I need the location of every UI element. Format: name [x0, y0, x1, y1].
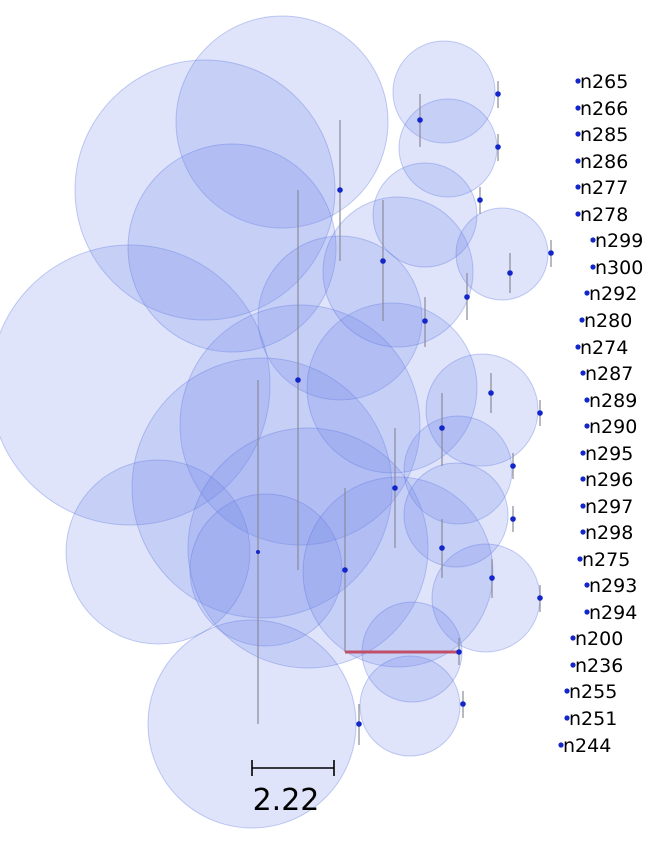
leaf-label-n274: n274 [580, 337, 628, 359]
leaf-label-n290: n290 [589, 416, 637, 438]
leaf-label-n266: n266 [580, 98, 628, 120]
leaf-label-n286: n286 [580, 151, 628, 173]
bubble [179, 304, 421, 546]
internal-node [495, 91, 501, 97]
bubble [65, 459, 251, 645]
leaf-node-n286 [575, 158, 581, 164]
internal-node [392, 485, 398, 491]
leaf-node-n285 [575, 131, 581, 137]
internal-node [456, 649, 462, 655]
internal-node [477, 197, 483, 203]
leaf-label-n275: n275 [582, 549, 630, 571]
internal-node [422, 318, 428, 324]
leaf-node-n280 [579, 317, 585, 323]
internal-node [417, 117, 423, 123]
leaf-label-n265: n265 [580, 71, 628, 93]
leaf-label-n236: n236 [575, 655, 623, 677]
leaf-label-n278: n278 [580, 204, 628, 226]
leaf-label-n297: n297 [585, 496, 633, 518]
leaf-label-n285: n285 [580, 124, 628, 146]
scale-bar-label: 2.22 [253, 783, 320, 818]
leaf-node-n292 [584, 290, 590, 296]
leaf-node-n298 [580, 529, 586, 535]
bubble [359, 655, 461, 757]
leaf-label-n296: n296 [585, 469, 633, 491]
leaf-node-n293 [584, 582, 590, 588]
bubble [403, 462, 509, 568]
leaf-node-n244 [558, 742, 564, 748]
internal-node [337, 187, 343, 193]
leaf-label-n200: n200 [575, 628, 623, 650]
leaf-node-n266 [575, 105, 581, 111]
tree-edges [257, 79, 593, 747]
leaf-label-n293: n293 [589, 575, 637, 597]
leaf-label-n292: n292 [589, 283, 637, 305]
internal-node [510, 516, 516, 522]
bubble [302, 476, 494, 668]
leaf-node-n275 [577, 556, 583, 562]
leaf-node-n300 [590, 264, 596, 270]
leaf-node-n265 [575, 78, 581, 84]
leaf-label-n244: n244 [563, 735, 611, 757]
leaf-label-n299: n299 [595, 230, 643, 252]
leaf-node-n299 [590, 237, 596, 243]
leaf-label-n255: n255 [569, 681, 617, 703]
internal-node [295, 377, 301, 383]
bubble [0, 244, 271, 526]
internal-node [380, 258, 386, 264]
leaf-node-n290 [584, 423, 590, 429]
internal-node [439, 545, 445, 551]
leaf-label-n277: n277 [580, 177, 628, 199]
internal-node [548, 250, 554, 256]
internal-node [489, 575, 495, 581]
internal-node [488, 390, 494, 396]
leaf-label-n298: n298 [585, 522, 633, 544]
leaf-label-n251: n251 [569, 708, 617, 730]
bubble [175, 15, 389, 229]
internal-node [342, 567, 348, 573]
bubble [392, 40, 496, 144]
leaf-label-n289: n289 [589, 390, 637, 412]
leaf-node-n277 [575, 184, 581, 190]
internal-node [507, 270, 513, 276]
leaf-node-n296 [580, 476, 586, 482]
leaf-node-n295 [580, 450, 586, 456]
internal-node [439, 425, 445, 431]
leaf-node-n278 [575, 211, 581, 217]
leaf-node-n200 [570, 635, 576, 641]
root-node [256, 550, 260, 554]
internal-node [460, 701, 466, 707]
bubble-layer [0, 15, 549, 829]
leaf-label-n295: n295 [585, 443, 633, 465]
bubble [403, 415, 513, 525]
internal-node [356, 721, 362, 727]
bubble [372, 162, 478, 268]
internal-node [537, 595, 543, 601]
tree-nodes [256, 78, 596, 748]
leaf-node-n251 [564, 715, 570, 721]
internal-node [495, 144, 501, 150]
leaf-labels: n265 n266 n285 n286 n277 n278 n299 n300 n292 n280… [563, 71, 643, 757]
bubble [127, 143, 337, 353]
leaf-node-n294 [584, 609, 590, 615]
leaf-node-n274 [575, 344, 581, 350]
leaf-label-n300: n300 [595, 257, 643, 279]
internal-node [464, 294, 470, 300]
leaf-node-n297 [580, 503, 586, 509]
leaf-label-n294: n294 [589, 602, 637, 624]
leaf-label-n287: n287 [585, 363, 633, 385]
leaf-label-n280: n280 [584, 310, 632, 332]
leaf-node-n255 [564, 688, 570, 694]
internal-node [537, 410, 543, 416]
leaf-node-n289 [584, 397, 590, 403]
internal-node [510, 463, 516, 469]
leaf-node-n287 [580, 370, 586, 376]
scale-bar: 2.22 [251, 760, 335, 818]
leaf-node-n236 [570, 662, 576, 668]
